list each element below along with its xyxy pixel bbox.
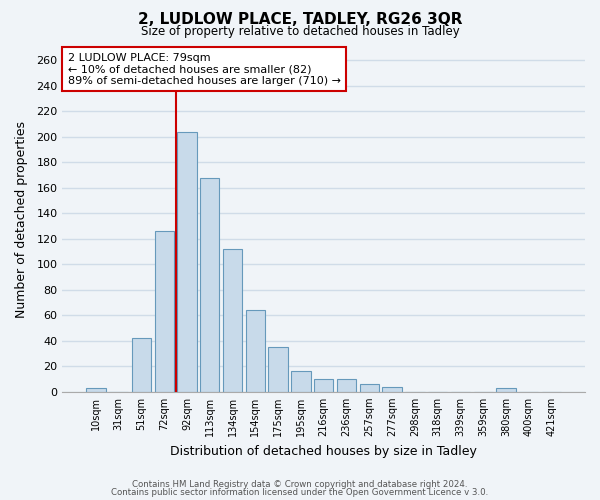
- Bar: [178, 132, 197, 392]
- Bar: [223, 249, 242, 392]
- Bar: [359, 384, 379, 392]
- Bar: [155, 231, 174, 392]
- Bar: [86, 388, 106, 392]
- Text: Contains public sector information licensed under the Open Government Licence v : Contains public sector information licen…: [112, 488, 488, 497]
- Text: Size of property relative to detached houses in Tadley: Size of property relative to detached ho…: [140, 25, 460, 38]
- Bar: [314, 379, 334, 392]
- Bar: [132, 338, 151, 392]
- X-axis label: Distribution of detached houses by size in Tadley: Distribution of detached houses by size …: [170, 444, 477, 458]
- Bar: [496, 388, 515, 392]
- Y-axis label: Number of detached properties: Number of detached properties: [15, 121, 28, 318]
- Bar: [200, 178, 220, 392]
- Text: 2, LUDLOW PLACE, TADLEY, RG26 3QR: 2, LUDLOW PLACE, TADLEY, RG26 3QR: [138, 12, 462, 28]
- Text: 2 LUDLOW PLACE: 79sqm
← 10% of detached houses are smaller (82)
89% of semi-deta: 2 LUDLOW PLACE: 79sqm ← 10% of detached …: [68, 52, 341, 86]
- Bar: [382, 386, 402, 392]
- Bar: [337, 379, 356, 392]
- Bar: [268, 347, 288, 392]
- Bar: [245, 310, 265, 392]
- Text: Contains HM Land Registry data © Crown copyright and database right 2024.: Contains HM Land Registry data © Crown c…: [132, 480, 468, 489]
- Bar: [291, 372, 311, 392]
